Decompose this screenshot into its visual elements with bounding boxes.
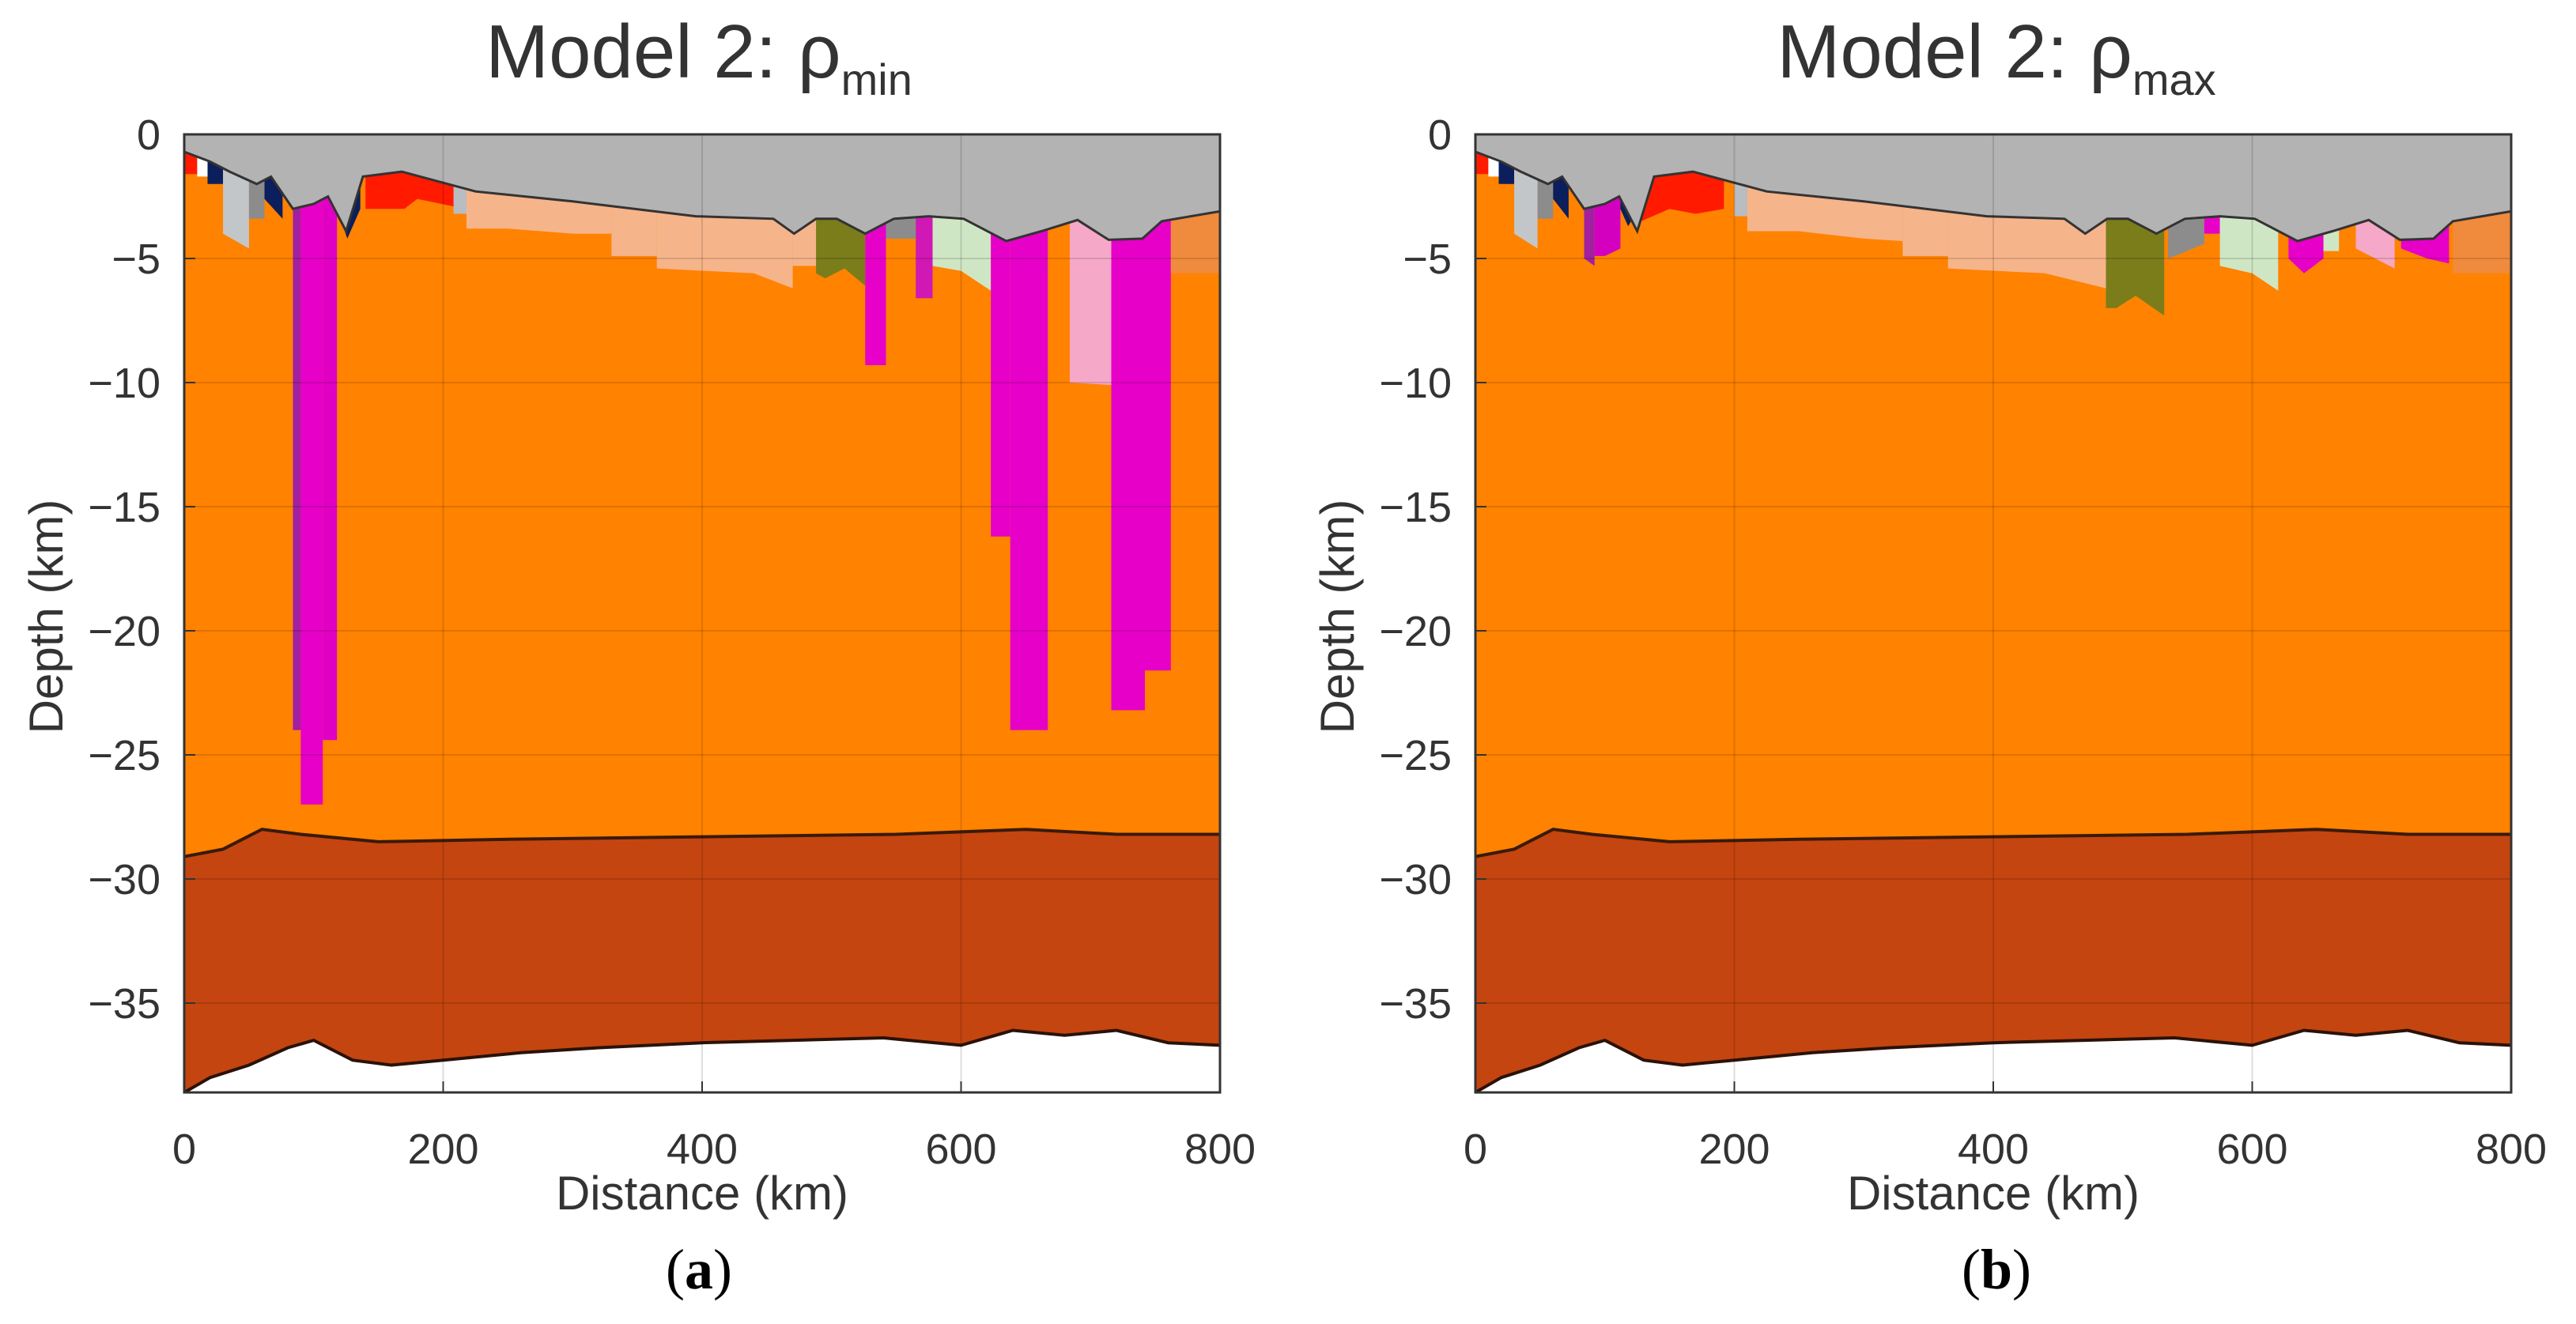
x-tick-label: 800 (2476, 1126, 2547, 1173)
x-tick-label: 600 (2216, 1126, 2287, 1173)
panel-label: (b) (1962, 1238, 2031, 1301)
crust-base-line (1475, 1028, 2511, 1093)
crust-base-line (184, 1028, 1220, 1093)
y-tick-label: −20 (88, 608, 161, 655)
seafloor-line (184, 150, 1220, 243)
x-tick-label: 400 (1958, 1126, 2029, 1173)
upper-crust-layer (1475, 134, 2511, 857)
water-layer (1475, 134, 2511, 241)
chart-title-subscript: max (2132, 55, 2216, 104)
y-tick-label: 0 (137, 111, 161, 159)
plot-area (1475, 134, 2511, 1093)
x-tick-label: 0 (1464, 1126, 1487, 1173)
y-tick-label: −10 (1379, 360, 1452, 407)
y-tick-label: −20 (1379, 608, 1452, 655)
x-tick-label: 200 (407, 1126, 478, 1173)
x-tick-label: 400 (667, 1126, 738, 1173)
y-tick-label: −10 (88, 360, 161, 407)
magenta-body (323, 134, 338, 741)
y-tick-label: −15 (1379, 484, 1452, 531)
magenta-body (300, 134, 323, 805)
purple-body (293, 134, 301, 730)
y-tick-label: −25 (88, 732, 161, 779)
upper-crust-layer (184, 134, 1220, 857)
x-tick-label: 800 (1184, 1126, 1256, 1173)
magenta-body (1010, 134, 1048, 730)
chart-title: Model 2: ρmin (485, 9, 912, 104)
x-axis-label: Distance (km) (556, 1167, 848, 1220)
y-tick-label: −25 (1379, 732, 1452, 779)
magenta-body (1145, 134, 1171, 671)
y-axis-label: Depth (km) (1311, 500, 1364, 734)
chart-title-main: Model 2: ρ (485, 9, 840, 94)
y-tick-label: −15 (88, 484, 161, 531)
y-tick-label: −35 (1379, 980, 1452, 1028)
panel-label-open-paren: ( (1962, 1238, 1981, 1301)
moho-line (184, 828, 1220, 858)
chart-title-main: Model 2: ρ (1777, 9, 2132, 94)
chart-title: Model 2: ρmax (1777, 9, 2215, 104)
panel-label-close-paren: ) (713, 1238, 732, 1301)
lower-crust-layer (1475, 829, 2511, 1092)
chart-title-subscript: min (841, 55, 912, 104)
x-axis-label: Distance (km) (1847, 1167, 2140, 1220)
y-tick-label: −30 (1379, 856, 1452, 903)
panel-label-open-paren: ( (666, 1238, 685, 1301)
y-tick-label: −35 (88, 980, 161, 1028)
magenta-body (1111, 134, 1145, 711)
lower-crust-layer (184, 829, 1220, 1092)
panel-label-letter: b (1981, 1238, 2012, 1301)
moho-line (1475, 828, 2511, 858)
x-tick-label: 200 (1698, 1126, 1770, 1173)
y-axis-label: Depth (km) (20, 500, 73, 734)
y-tick-label: −30 (88, 856, 161, 903)
x-tick-label: 0 (172, 1126, 196, 1173)
panel-label-close-paren: ) (2012, 1238, 2031, 1301)
x-tick-label: 600 (925, 1126, 996, 1173)
panel-label: (a) (666, 1238, 732, 1301)
water-layer (184, 134, 1220, 241)
y-tick-label: −5 (1403, 236, 1452, 283)
seafloor-line (1475, 150, 2511, 243)
plot-area (184, 134, 1220, 1093)
y-tick-label: 0 (1428, 111, 1452, 159)
panel-a: 0 200 400 600 800 0 −5 −10 −15 −20 −25 −30 −35 Distan… (20, 9, 1256, 1301)
y-tick-label: −5 (111, 236, 161, 283)
panel-label-letter: a (685, 1238, 713, 1301)
panel-b: 0 200 400 600 800 0 −5 −10 −15 −20 −25 −30 −35 Distan… (1311, 9, 2547, 1301)
